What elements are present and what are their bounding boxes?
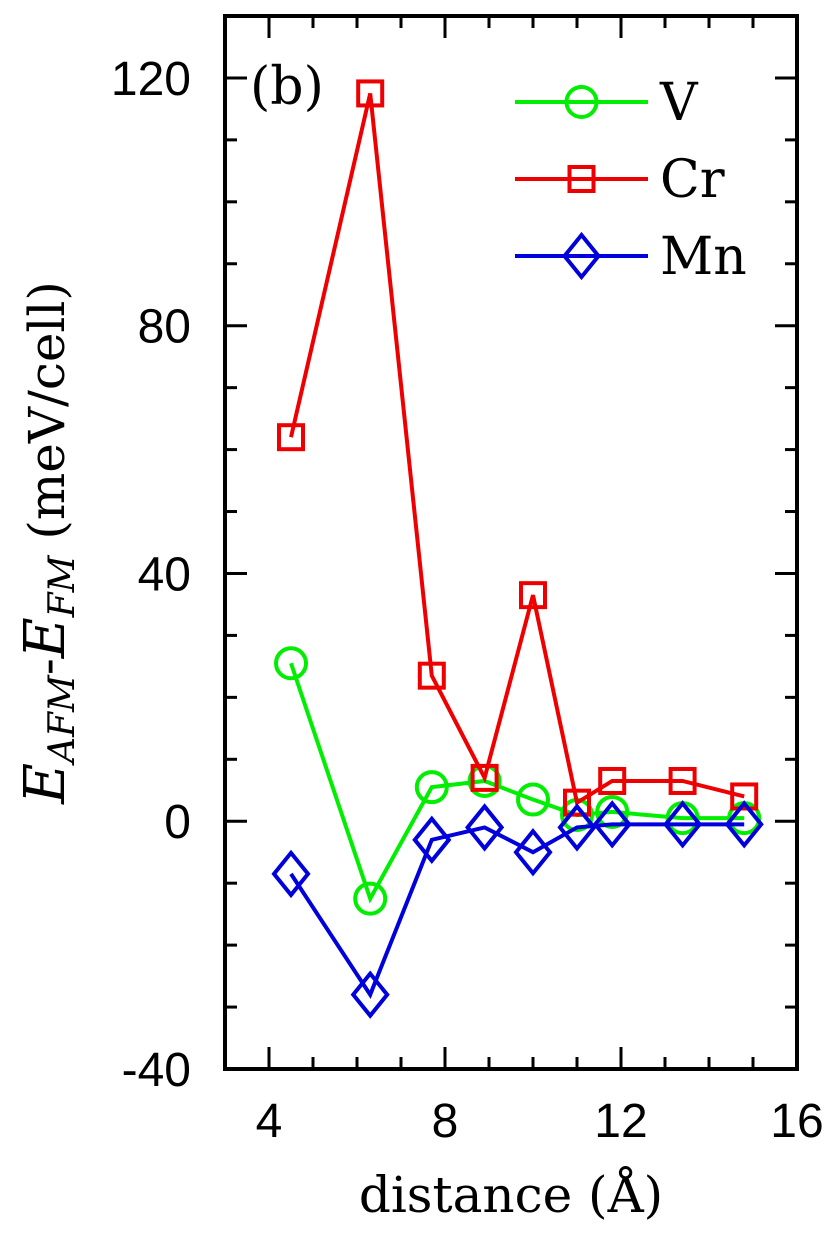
y-tick-label: 40 bbox=[138, 548, 191, 601]
x-tick-label: 4 bbox=[256, 1095, 283, 1148]
legend: V Cr Mn bbox=[515, 73, 747, 287]
x-tick-label: 16 bbox=[770, 1095, 823, 1148]
data-point-cr bbox=[417, 661, 446, 690]
data-point-v bbox=[595, 794, 630, 829]
x-axis-title: distance (Å) bbox=[359, 1165, 663, 1224]
legend-label-mn: Mn bbox=[660, 227, 747, 287]
y-tick-label: -40 bbox=[122, 1044, 191, 1097]
data-point-cr bbox=[563, 788, 591, 817]
data-point-v bbox=[353, 881, 388, 916]
series-line-cr bbox=[289, 92, 745, 806]
data-point-mn bbox=[592, 800, 632, 849]
y-tick-label: 80 bbox=[138, 301, 191, 354]
legend-marker-mn bbox=[561, 231, 602, 281]
data-point-mn bbox=[271, 849, 311, 899]
series-layer bbox=[271, 79, 764, 1019]
y-axis-title-sub2: FM bbox=[42, 554, 83, 618]
data-point-mn bbox=[465, 803, 505, 852]
data-point-cr bbox=[356, 79, 385, 108]
data-point-mn bbox=[557, 803, 597, 852]
series-line-mn bbox=[289, 822, 745, 999]
data-point-cr bbox=[277, 423, 305, 452]
data-point-mn bbox=[350, 970, 390, 1019]
y-axis-title-sub1: AFM bbox=[42, 674, 83, 766]
data-point-mn bbox=[724, 800, 764, 849]
data-point-cr bbox=[470, 763, 499, 792]
legend-label-v: V bbox=[659, 73, 699, 133]
data-point-cr bbox=[668, 766, 697, 795]
y-axis-title: EAFM-EFM (meV/cell) bbox=[13, 281, 83, 805]
data-point-cr bbox=[730, 782, 759, 811]
plot-frame bbox=[223, 14, 799, 1071]
y-axis-title-base: E bbox=[13, 763, 78, 805]
data-point-cr bbox=[519, 581, 547, 610]
data-point-cr bbox=[598, 766, 627, 795]
y-tick-label: 120 bbox=[111, 53, 191, 106]
series-line-v bbox=[289, 662, 745, 904]
legend-marker-cr bbox=[567, 165, 596, 193]
data-point-mn bbox=[513, 828, 553, 877]
x-tick-label: 12 bbox=[594, 1095, 647, 1148]
tick-labels-layer: 4 8 12 16 -40 0 40 80 120 bbox=[111, 53, 824, 1148]
data-point-mn bbox=[412, 815, 452, 864]
y-tick-label: 0 bbox=[164, 796, 191, 849]
data-point-v bbox=[274, 646, 308, 681]
legend-marker-v bbox=[564, 85, 599, 119]
y-axis-title-unit: (meV/cell) bbox=[18, 281, 76, 555]
data-point-v bbox=[516, 782, 550, 817]
data-point-v bbox=[414, 770, 449, 805]
x-tick-label: 8 bbox=[432, 1095, 459, 1148]
panel-label: (b) bbox=[250, 57, 324, 117]
data-point-mn bbox=[663, 800, 703, 849]
y-axis-title-base-2: E bbox=[13, 617, 78, 659]
legend-label-cr: Cr bbox=[660, 150, 725, 210]
y-axis-title-sep: - bbox=[18, 658, 76, 675]
